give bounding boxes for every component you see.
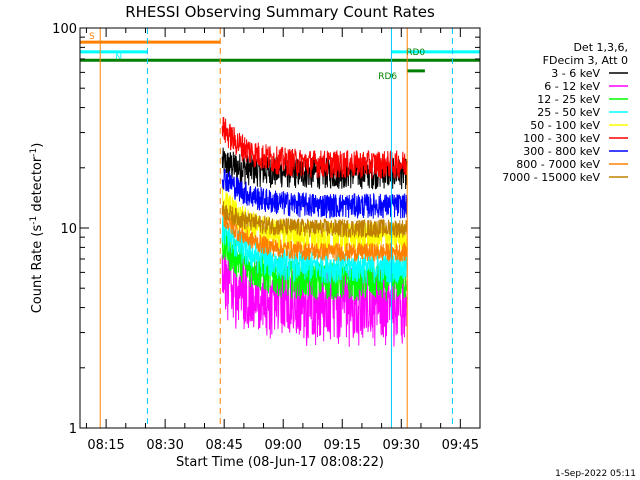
series-line <box>221 168 408 219</box>
legend-label: 100 - 300 keV <box>523 132 600 145</box>
x-tick-label: 09:15 <box>324 438 361 453</box>
legend-label: 12 - 25 keV <box>537 93 600 106</box>
y-axis-label-tail: detector <box>30 156 45 216</box>
legend-label: 6 - 12 keV <box>544 80 600 93</box>
series-line <box>221 201 408 238</box>
x-tick-label: 09:00 <box>264 438 301 453</box>
series-line <box>221 207 408 262</box>
x-axis: 08:15 08:30 08:45 09:00 09:15 09:30 09:45 <box>85 28 481 453</box>
legend-label: 800 - 7000 keV <box>516 158 600 171</box>
legend-label: 7000 - 15000 keV <box>502 171 600 184</box>
series-line <box>221 215 408 284</box>
x-axis-label: Start Time (08-Jun-17 08:08:22) <box>176 455 384 470</box>
y-tick-label: 10 <box>60 222 77 237</box>
x-tick-label: 08:15 <box>87 438 124 453</box>
legend-header: FDecim 3, Att 0 <box>543 54 628 67</box>
y-axis-label-end: ) <box>30 143 45 148</box>
legend-label: 3 - 6 keV <box>551 67 600 80</box>
series-line <box>221 116 408 179</box>
y-axis-label: Count Rate (s-1 detector-1) <box>29 143 45 314</box>
y-axis-label-text: Count Rate (s <box>30 225 45 314</box>
x-tick-label: 09:30 <box>383 438 420 453</box>
chart-title: RHESSI Observing Summary Count Rates <box>125 3 435 21</box>
status-label: RD6 <box>378 72 397 82</box>
status-overlay: S N RD6 RD0 <box>80 32 480 82</box>
legend-label: 300 - 800 keV <box>523 145 600 158</box>
x-tick-label: 08:30 <box>146 438 183 453</box>
y-axis-label-sup-2: -1 <box>29 148 39 157</box>
legend-label: 25 - 50 keV <box>537 106 600 119</box>
timestamp: 1-Sep-2022 05:11 <box>555 469 636 479</box>
x-tick-label: 09:45 <box>442 438 479 453</box>
status-label: RD0 <box>406 48 425 58</box>
status-label: N <box>115 53 122 63</box>
x-tick-label: 08:45 <box>205 438 242 453</box>
y-axis-label-sup: -1 <box>29 216 39 225</box>
status-label: S <box>89 32 95 42</box>
y-tick-label: 1 <box>69 422 77 437</box>
y-tick-label: 100 <box>52 22 77 37</box>
legend-label: 50 - 100 keV <box>530 119 600 132</box>
y-axis: 1 10 100 <box>52 22 480 437</box>
vline-layer <box>99 28 453 428</box>
series-layer <box>221 116 408 347</box>
legend-header: Det 1,3,6, <box>573 41 628 54</box>
series-line <box>221 228 408 301</box>
